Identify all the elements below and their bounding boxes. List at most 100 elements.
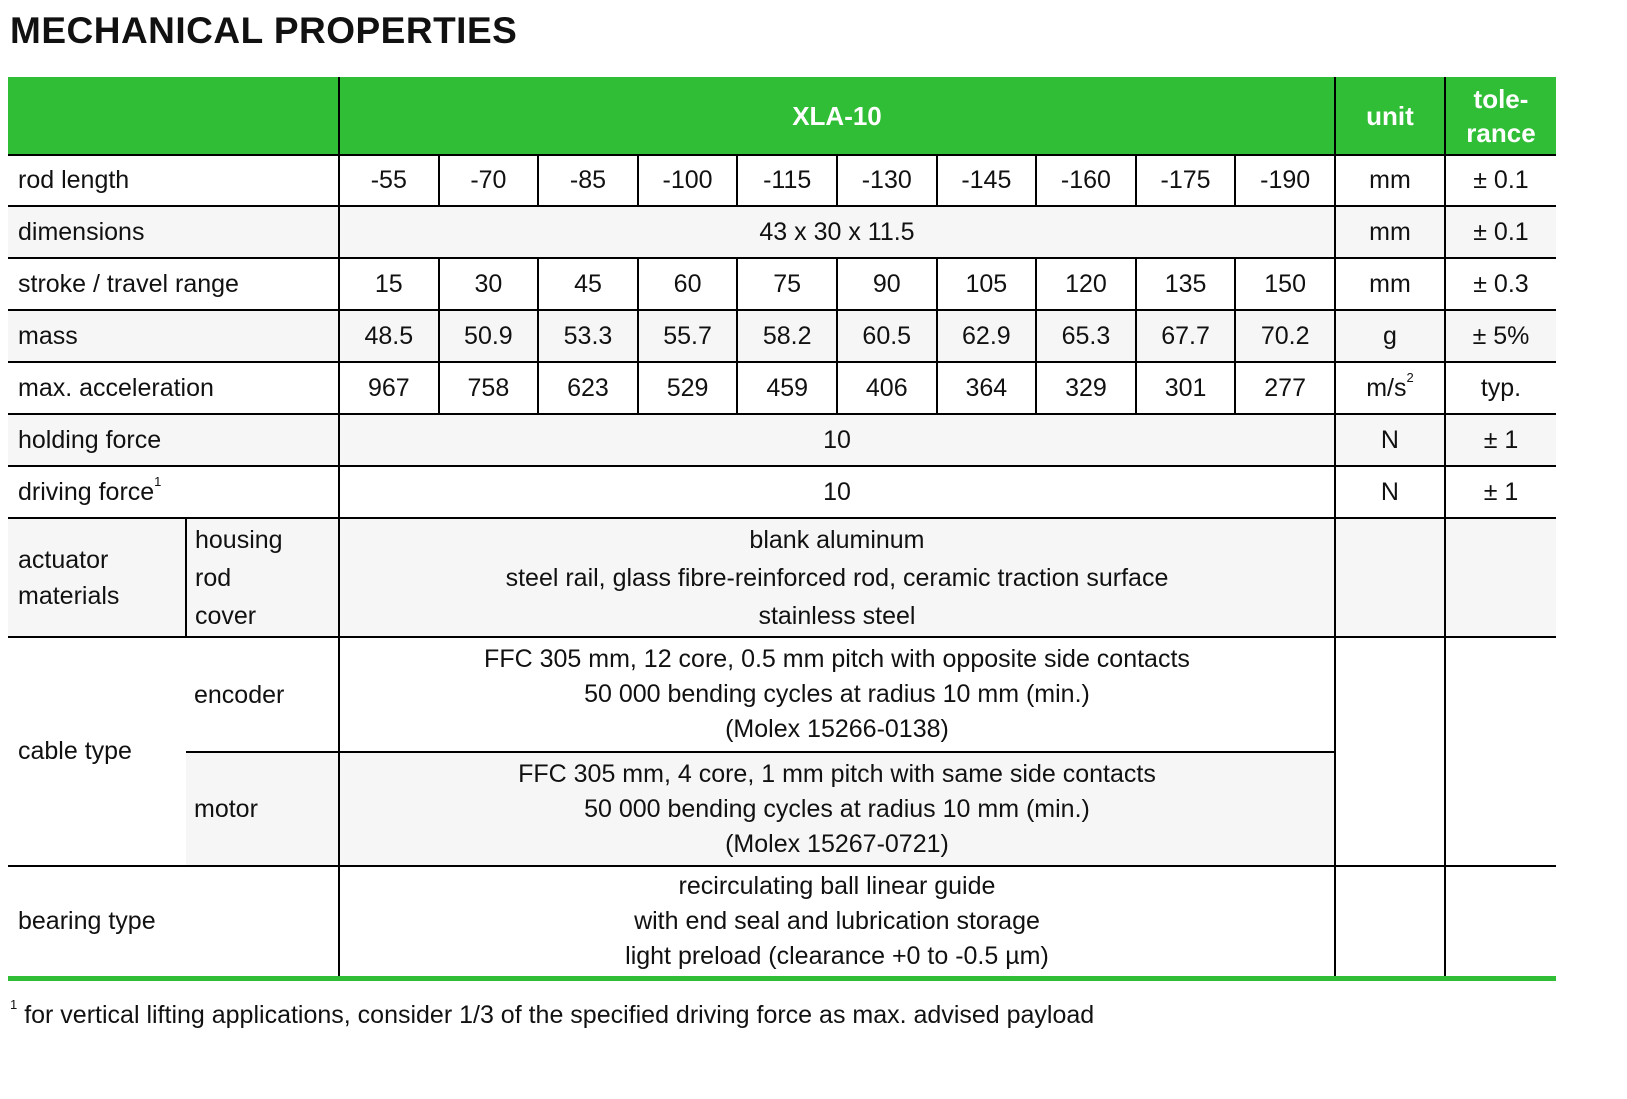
table-row: holding force 10 N ± 1 [8, 413, 1556, 467]
value-cell: 30 [437, 257, 540, 311]
material-part: cover [195, 601, 257, 630]
bearing-label: bearing type [8, 865, 340, 981]
value-cell: 45 [537, 257, 639, 311]
row-label-text: holding force [18, 425, 162, 454]
unit-text: N [1380, 477, 1399, 506]
material-part: rod [195, 563, 232, 592]
cable-row-encoder: cable type encoder FFC 305 mm, 12 core, 0.… [8, 636, 1556, 867]
value-cell: 105 [935, 257, 1038, 311]
row-label: mass [8, 309, 340, 363]
header-model: XLA-10 [338, 77, 1336, 155]
header-blank [8, 77, 340, 155]
value-cell: 623 [537, 361, 639, 415]
tolerance-cell: ± 1 [1443, 413, 1556, 467]
unit-cell [1333, 636, 1446, 867]
materials-parts: housing rod cover [185, 517, 340, 638]
value-cell: 60 [636, 257, 739, 311]
bearing-spec: recirculating ball linear guide with end … [338, 865, 1336, 981]
cable-spec: FFC 305 mm, 12 core, 0.5 mm pitch with o… [338, 636, 1336, 753]
page-title: MECHANICAL PROPERTIES [10, 10, 518, 51]
unit-text: mm [1369, 166, 1411, 194]
header-unit: unit [1333, 77, 1446, 155]
tolerance-cell [1443, 517, 1556, 638]
cable-row-motor: motor FFC 305 mm, 4 core, 1 mm pitch with… [8, 751, 1556, 867]
value-cell: 65.3 [1035, 309, 1137, 363]
cable-type-label: cable type [8, 636, 186, 867]
unit-text: mm [1369, 269, 1411, 298]
unit-text: mm [1369, 217, 1411, 246]
row-label-text: driving force [18, 477, 155, 506]
value-cell: 529 [636, 361, 739, 415]
value-cell: -115 [736, 154, 838, 207]
unit-text: N [1380, 425, 1399, 454]
cable-spec-line: FFC 305 mm, 12 core, 0.5 mm pitch with o… [484, 645, 1190, 673]
tolerance-cell: typ. [1443, 361, 1556, 415]
tolerance-cell: ± 0.1 [1443, 154, 1556, 207]
unit-text: g [1383, 321, 1397, 350]
value-cell: -145 [935, 154, 1038, 207]
cable-spec-line: (Molex 15267-0721) [725, 829, 949, 858]
table-row: max. acceleration 967 758 623 529 459 406 364 32… [8, 361, 1556, 415]
table-row: driving force1 10 N ± 1 [8, 465, 1556, 519]
value-cell: 70.2 [1234, 309, 1336, 363]
row-label: max. acceleration [8, 361, 340, 415]
unit-cell: mm [1333, 205, 1446, 259]
materials-label: actuator materials [8, 517, 187, 638]
tolerance-cell [1443, 865, 1556, 981]
row-label: rod length [8, 154, 340, 207]
footnote: 1 for vertical lifting applications, con… [10, 997, 1095, 1030]
unit-cell: N [1333, 413, 1446, 467]
bearing-spec-line: with end seal and lubrication storage [634, 906, 1040, 935]
value-cell: 50.9 [437, 309, 540, 363]
value-cell: 90 [835, 257, 938, 311]
unit-cell: mm [1333, 154, 1446, 207]
mechanical-properties-table: XLA-10 unit tole- rance rod length -55 -70… [8, 77, 1556, 981]
value-cell: 758 [437, 361, 540, 415]
table-row: mass 48.5 50.9 53.3 55.7 58.2 60.5 62.9 65.3 67.7… [8, 309, 1556, 363]
value-cell: 364 [935, 361, 1038, 415]
cable-spec-line: 50 000 bending cycles at radius 10 mm (m… [584, 680, 1090, 708]
unit-cell [1333, 865, 1446, 981]
cable-spec: FFC 305 mm, 4 core, 1 mm pitch with same… [338, 751, 1335, 867]
row-label: dimensions [8, 205, 340, 259]
value-cell: 60.5 [835, 309, 938, 363]
materials-row: actuator materials housing rod cover blank a… [8, 517, 1556, 638]
unit-cell [1333, 517, 1446, 638]
row-label-text: dimensions [18, 217, 145, 246]
row-label-text: mass [18, 321, 78, 350]
value-cell: 58.2 [736, 309, 838, 363]
value-cell: 150 [1234, 257, 1336, 311]
value-cell: -160 [1035, 154, 1137, 207]
bearing-spec-line: light preload (clearance +0 to -0.5 µm) [625, 941, 1049, 970]
material-value: blank aluminum [749, 525, 925, 554]
row-label: holding force [8, 413, 340, 467]
row-label: stroke / travel range [8, 257, 340, 311]
bearing-spec-line: recirculating ball linear guide [678, 871, 996, 900]
table-row: dimensions 43 x 30 x 11.5 mm ± 0.1 [8, 205, 1556, 259]
unit-text: m/s [1366, 373, 1407, 402]
value-cell: 135 [1134, 257, 1237, 311]
value-cell: 15 [338, 257, 440, 311]
tolerance-cell: ± 1 [1443, 465, 1556, 519]
value-cell: 43 x 30 x 11.5 [338, 205, 1336, 259]
table-row: stroke / travel range 15 30 45 60 75 90 105 120 1… [8, 257, 1556, 311]
row-label-text: stroke / travel range [18, 269, 239, 298]
unit-cell: N [1333, 465, 1446, 519]
tolerance-cell: ± 5% [1443, 309, 1556, 363]
value-cell: -130 [835, 154, 938, 207]
tolerance-cell: ± 0.3 [1443, 257, 1556, 311]
material-part: housing [195, 525, 283, 554]
value-cell: -190 [1234, 154, 1336, 207]
value-cell: 75 [736, 257, 838, 311]
value-cell: 459 [736, 361, 838, 415]
header-row: XLA-10 unit tole- rance [8, 77, 1556, 155]
value-cell: 55.7 [636, 309, 739, 363]
footnote-text: for vertical lifting applications, consi… [24, 1001, 1095, 1029]
cable-spec-line: FFC 305 mm, 4 core, 1 mm pitch with same… [518, 759, 1156, 788]
unit-exponent: 2 [1406, 369, 1414, 385]
tolerance-cell: ± 0.1 [1443, 205, 1556, 259]
row-label-text: rod length [18, 166, 130, 194]
cable-spec-line: 50 000 bending cycles at radius 10 mm (m… [584, 794, 1090, 823]
value-cell: -175 [1134, 154, 1237, 207]
value-cell: 329 [1035, 361, 1137, 415]
